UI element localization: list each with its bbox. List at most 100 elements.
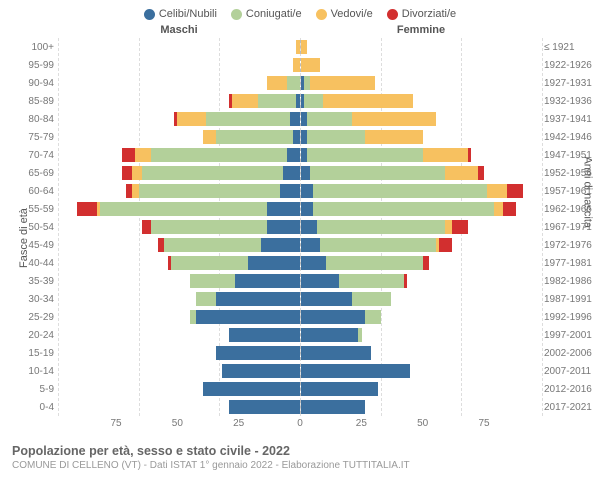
birth-label: 1972-1976 [544,240,598,251]
bar-male [58,166,300,180]
age-row: 15-192002-2006 [58,344,542,362]
age-label: 70-74 [20,150,54,161]
bar-female [300,364,543,378]
seg-con [313,184,487,198]
bar-female [300,58,543,72]
seg-cel [301,346,372,360]
seg-con [171,256,248,270]
age-row: 45-491972-1976 [58,236,542,254]
seg-cel [196,310,299,324]
birth-label: 1937-1941 [544,114,598,125]
seg-cel [301,166,311,180]
seg-con [164,238,261,252]
seg-ved [323,94,413,108]
age-row: 100+≤ 1921 [58,38,542,56]
age-row: 80-841937-1941 [58,110,542,128]
birth-label: 1967-1971 [544,222,598,233]
birth-label: 1987-1991 [544,294,598,305]
seg-con [320,238,436,252]
footer-title: Popolazione per età, sesso e stato civil… [12,444,588,458]
age-label: 20-24 [20,330,54,341]
legend-item: Divorziati/e [387,8,456,20]
age-row: 35-391982-1986 [58,272,542,290]
bar-male [58,112,300,126]
seg-cel [301,364,410,378]
age-label: 100+ [20,42,54,53]
seg-div [122,166,132,180]
age-row: 55-591962-1966 [58,200,542,218]
seg-cel [203,382,300,396]
birth-label: 1922-1926 [544,60,598,71]
seg-con [139,184,281,198]
seg-ved [132,166,142,180]
seg-div [122,148,135,162]
age-row: 0-42017-2021 [58,398,542,416]
seg-div [142,220,152,234]
x-tick: 25 [233,418,244,429]
legend-swatch [316,9,327,20]
seg-con [313,202,493,216]
age-label: 25-29 [20,312,54,323]
birth-label: 1992-1996 [544,312,598,323]
age-row: 60-641957-1961 [58,182,542,200]
seg-con [196,292,215,306]
seg-cel [216,346,300,360]
seg-cel [290,112,300,126]
seg-con [307,130,365,144]
seg-con [307,148,423,162]
age-row: 5-92012-2016 [58,380,542,398]
seg-cel [301,400,365,414]
seg-ved [494,202,504,216]
seg-cel [267,202,299,216]
seg-con [317,220,446,234]
age-row: 20-241997-2001 [58,326,542,344]
header-males: Maschi [58,24,300,36]
x-tick: 50 [172,418,183,429]
bar-female [300,40,543,54]
seg-div [452,220,468,234]
x-axis: 7550250255075 [116,418,484,438]
chart-area: Fasce di età Anni di nascita 100+≤ 19219… [0,38,600,438]
bar-female [300,328,543,342]
seg-con [352,292,391,306]
seg-con [326,256,423,270]
seg-ved [487,184,506,198]
bar-male [58,310,300,324]
seg-con [151,148,286,162]
seg-cel [301,184,314,198]
seg-con [258,94,297,108]
seg-ved [203,130,216,144]
age-label: 5-9 [20,384,54,395]
bar-male [58,148,300,162]
seg-con [339,274,403,288]
seg-ved [232,94,258,108]
bar-female [300,166,543,180]
footer: Popolazione per età, sesso e stato civil… [0,438,600,471]
age-row: 30-341987-1991 [58,290,542,308]
bar-male [58,76,300,90]
seg-cel [301,382,378,396]
seg-ved [301,40,307,54]
bar-male [58,328,300,342]
seg-cel [301,328,359,342]
bar-female [300,112,543,126]
seg-cel [301,274,340,288]
seg-cel [301,220,317,234]
bar-male [58,94,300,108]
birth-label: 1942-1946 [544,132,598,143]
seg-ved [423,148,468,162]
legend-item: Celibi/Nubili [144,8,217,20]
seg-cel [301,310,365,324]
bar-female [300,220,543,234]
seg-con [142,166,284,180]
birth-label: 2017-2021 [544,402,598,413]
bar-male [58,346,300,360]
age-label: 50-54 [20,222,54,233]
x-tick: 0 [297,418,303,429]
seg-ved [177,112,206,126]
seg-div [478,166,484,180]
x-tick: 50 [417,418,428,429]
age-label: 35-39 [20,276,54,287]
seg-cel [287,148,300,162]
bar-female [300,256,543,270]
